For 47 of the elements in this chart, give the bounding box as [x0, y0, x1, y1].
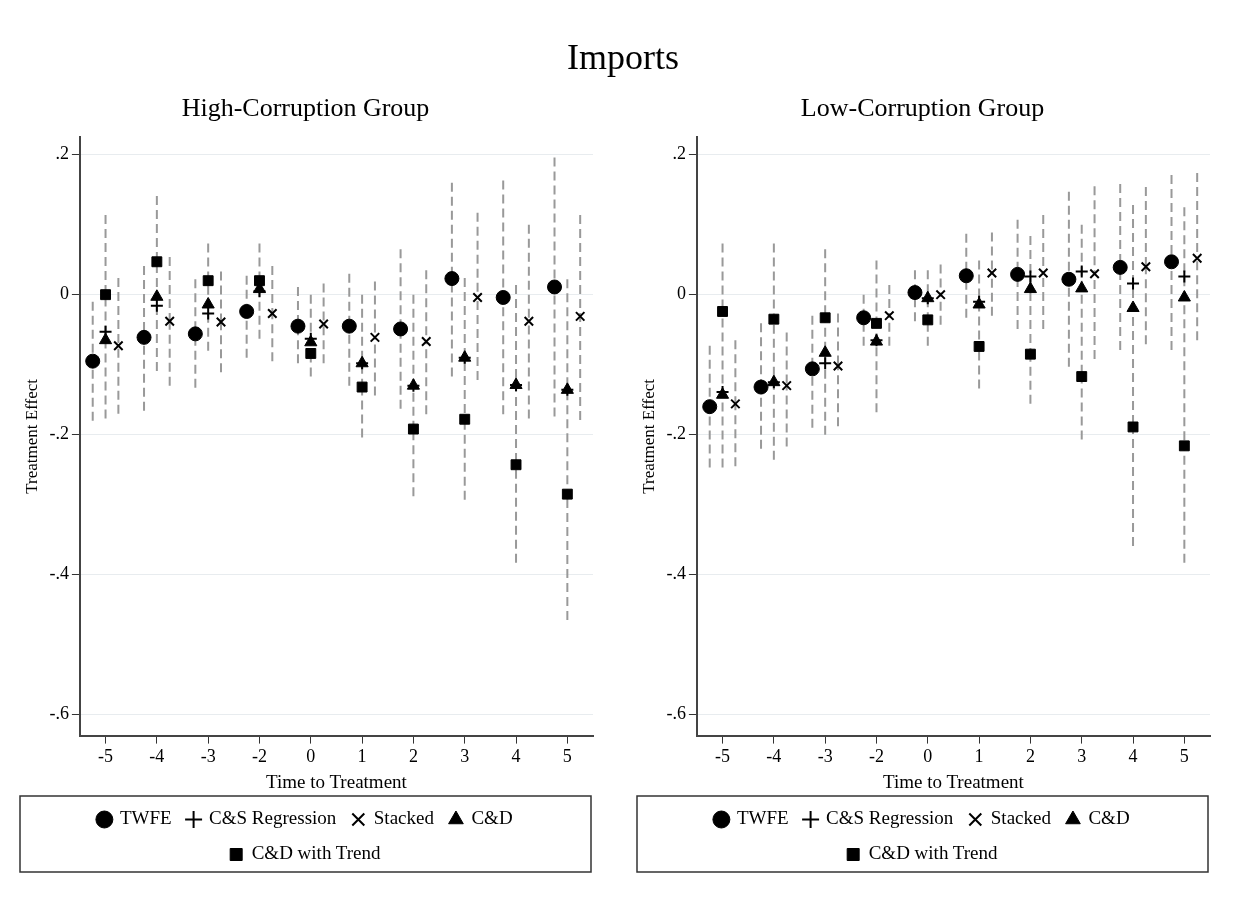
legend-label: C&D: [1088, 807, 1130, 829]
legend-label: C&S Regression: [826, 807, 954, 829]
x-tick-label: 3: [1077, 746, 1087, 767]
y-tick-label: -.4: [49, 563, 69, 584]
y-tick-label: 0: [676, 283, 686, 304]
legend-label: C&D: [471, 807, 513, 829]
x-tick-label: -5: [98, 746, 114, 767]
x-tick-label: 1: [357, 746, 367, 767]
x-tick-label: -3: [817, 746, 833, 767]
y-tick-label: -.6: [666, 703, 686, 724]
y-axis-title: Treatment Effect: [21, 378, 41, 494]
x-tick-label: 1: [974, 746, 984, 767]
x-tick-label: -2: [251, 746, 267, 767]
x-tick-label: -5: [715, 746, 731, 767]
y-axis-title: Treatment Effect: [638, 378, 658, 494]
y-tick-label: .2: [55, 143, 69, 164]
x-tick-label: 4: [511, 746, 521, 767]
x-tick-label: -4: [766, 746, 782, 767]
legend-label: C&D with Trend: [868, 842, 998, 864]
chart-subtitle: Low-Corruption Group: [800, 93, 1045, 123]
y-tick-label: -.4: [666, 563, 686, 584]
x-tick-label: -2: [868, 746, 884, 767]
x-axis-title: Time to Treatment: [266, 770, 408, 792]
chart-title: Imports: [566, 36, 680, 79]
x-axis-title: Time to Treatment: [883, 770, 1025, 792]
y-tick-label: -.6: [49, 703, 69, 724]
legend-label: Stacked: [373, 807, 435, 829]
x-tick-label: 5: [1179, 746, 1189, 767]
x-tick-label: 0: [306, 746, 316, 767]
x-tick-label: -4: [149, 746, 165, 767]
chart-subtitle: High-Corruption Group: [181, 93, 430, 123]
legend-label: C&S Regression: [209, 807, 337, 829]
y-tick-label: 0: [59, 283, 69, 304]
x-tick-label: 0: [923, 746, 933, 767]
x-tick-label: 4: [1128, 746, 1138, 767]
x-tick-label: 5: [562, 746, 572, 767]
legend-label: TWFE: [736, 807, 789, 829]
legend-label: C&D with Trend: [251, 842, 381, 864]
y-tick-label: .2: [672, 143, 686, 164]
y-tick-label: -.2: [49, 423, 69, 444]
legend-label: TWFE: [119, 807, 172, 829]
legend-label: Stacked: [990, 807, 1052, 829]
y-tick-label: -.2: [666, 423, 686, 444]
x-tick-label: 3: [460, 746, 470, 767]
x-tick-label: 2: [1025, 746, 1035, 767]
x-tick-label: -3: [200, 746, 216, 767]
x-tick-label: 2: [408, 746, 418, 767]
